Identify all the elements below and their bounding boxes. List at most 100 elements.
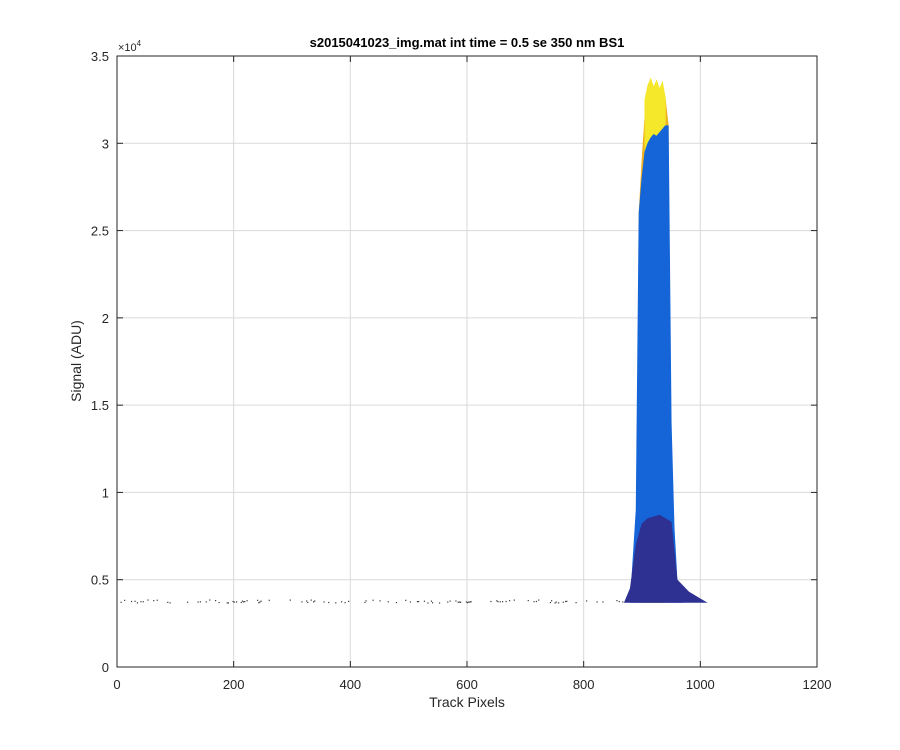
baseline-point (602, 601, 604, 603)
y-tick-label: 2.5 (91, 224, 109, 239)
baseline-point (365, 600, 367, 602)
baseline-point (241, 600, 244, 602)
baseline-point (533, 601, 535, 603)
baseline-point (467, 601, 469, 604)
baseline-point (307, 601, 309, 604)
baseline-point (147, 599, 149, 601)
baseline-point (423, 600, 426, 602)
baseline-point (499, 601, 501, 603)
x-tick-label: 1000 (686, 677, 715, 692)
baseline-point (323, 601, 325, 603)
baseline-point (240, 601, 242, 604)
baseline-point (618, 601, 620, 603)
baseline-point (458, 601, 461, 603)
baseline-point (328, 601, 330, 604)
baseline-point (457, 601, 459, 603)
x-tick-label: 200 (223, 677, 245, 692)
baseline-point (124, 599, 126, 601)
baseline-point (596, 601, 598, 603)
baseline-point (455, 600, 457, 602)
baseline-point (197, 601, 199, 603)
baseline-point (490, 600, 492, 603)
baseline-point (405, 599, 407, 601)
baseline-point (259, 601, 261, 603)
grid-lines (117, 56, 817, 667)
x-tick-label: 0 (113, 677, 120, 692)
baseline-point (575, 602, 577, 604)
baseline-point (142, 601, 144, 603)
baseline-point (289, 599, 291, 601)
y-axis-label: Signal (ADU) (68, 320, 84, 402)
baseline-point (310, 599, 312, 601)
baseline-point (134, 600, 136, 602)
baseline-point (439, 602, 441, 604)
baseline-point (554, 602, 556, 604)
baseline-point (268, 599, 270, 601)
baseline-point (169, 602, 171, 604)
x-tick-label: 800 (573, 677, 595, 692)
baseline-point (527, 600, 529, 602)
baseline-point (218, 601, 220, 604)
baseline-point (236, 601, 238, 603)
baseline-point (227, 602, 230, 604)
baseline-point (551, 600, 553, 602)
x-axis-ticks: 0 200 400 600 800 1000 1200 (113, 56, 831, 692)
baseline-point (199, 601, 202, 603)
baseline-point (167, 601, 169, 603)
baseline-point (215, 600, 217, 602)
baseline-point (348, 600, 350, 602)
baseline-point (447, 601, 449, 603)
baseline-point (140, 601, 142, 603)
baseline-point (622, 601, 624, 603)
y-tick-label: 0.5 (91, 573, 109, 588)
y-tick-label: 3 (102, 136, 109, 151)
y-tick-label: 3.5 (91, 49, 109, 64)
baseline-point (496, 600, 498, 602)
baseline-point (470, 601, 472, 603)
baseline-noise (120, 599, 624, 604)
baseline-point (156, 599, 158, 601)
baseline-point (260, 600, 262, 602)
series-area (623, 514, 708, 603)
baseline-point (344, 602, 346, 604)
baseline-point (395, 601, 398, 604)
y-axis-ticks: 0 0.5 1 1.5 2 2.5 3 3.5 (91, 49, 817, 675)
y-axis-exponent: ×104 (118, 39, 142, 54)
y-exponent-power: 4 (137, 39, 142, 48)
baseline-point (341, 601, 343, 603)
y-exponent-base: ×10 (118, 42, 137, 54)
baseline-point (513, 599, 515, 601)
baseline-point (233, 601, 235, 603)
baseline-point (465, 601, 468, 603)
baseline-point (243, 601, 245, 603)
baseline-point (136, 602, 139, 604)
baseline-point (246, 600, 248, 602)
baseline-point (372, 599, 374, 601)
baseline-point (505, 600, 507, 603)
baseline-point (538, 599, 540, 601)
baseline-point (502, 601, 504, 603)
y-tick-label: 1 (102, 485, 109, 500)
baseline-point (555, 601, 557, 603)
baseline-point (468, 601, 470, 603)
baseline-point (549, 602, 552, 604)
baseline-point (565, 600, 567, 603)
y-tick-label: 2 (102, 311, 109, 326)
baseline-point (535, 600, 538, 603)
baseline-point (131, 600, 133, 603)
baseline-point (558, 602, 560, 604)
chart-title: s2015041023_img.mat int time = 0.5 se 35… (310, 35, 625, 50)
baseline-point (120, 601, 122, 603)
baseline-point (497, 601, 499, 603)
baseline-point (364, 601, 366, 603)
baseline-point (616, 600, 618, 602)
baseline-point (379, 600, 381, 602)
baseline-point (313, 601, 315, 603)
baseline-point (409, 601, 412, 603)
baseline-point (187, 601, 189, 603)
baseline-point (387, 601, 389, 603)
x-axis-label: Track Pixels (429, 694, 505, 710)
baseline-point (469, 601, 471, 603)
y-tick-label: 1.5 (91, 398, 109, 413)
